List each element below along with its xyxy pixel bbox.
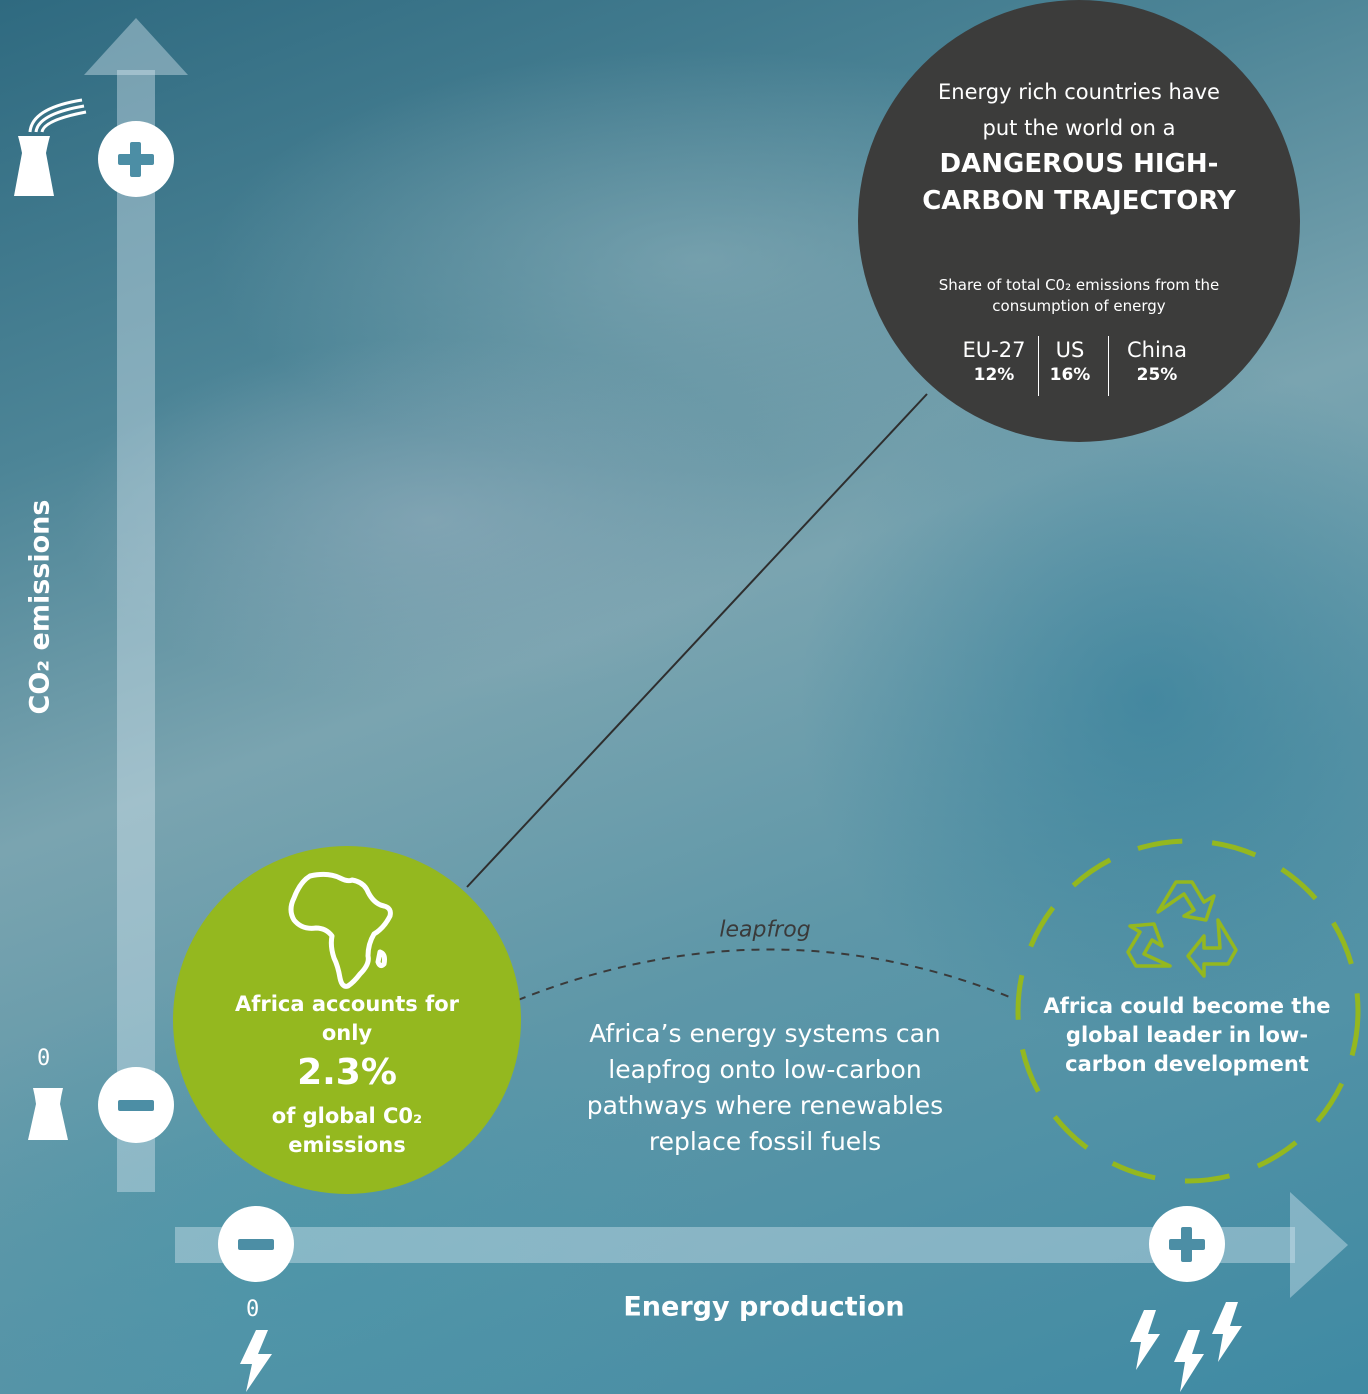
y-minus-sign <box>98 1067 174 1143</box>
y-zero-label: 0 <box>37 1046 51 1071</box>
y-axis <box>117 70 155 1192</box>
high-carbon-headline: DANGEROUS HIGH-CARBON TRAJECTORY <box>922 149 1236 216</box>
leapfrog-label: leapfrog <box>719 917 811 943</box>
leader-dashed-circle <box>1015 838 1361 1184</box>
x-axis <box>175 1227 1295 1263</box>
trajectory-line <box>466 393 928 888</box>
stat-region: EU-27 <box>962 338 1026 362</box>
stat-region: China <box>1127 338 1187 362</box>
stat-eu27: EU-27 12% <box>954 336 1034 386</box>
africa-circle: Africa accounts for only 2.3% of global … <box>173 846 521 1194</box>
stat-us: US 16% <box>1044 336 1096 386</box>
lightning-icon <box>240 1330 272 1392</box>
multiple-lightning-icon <box>1130 1302 1242 1392</box>
x-axis-arrowhead <box>1290 1192 1348 1298</box>
x-plus-sign <box>1149 1206 1225 1282</box>
high-carbon-intro: Energy rich countries have put the world… <box>938 80 1220 140</box>
leapfrog-arc <box>517 948 1013 1001</box>
y-plus-sign <box>98 121 174 197</box>
y-axis-label: CO₂ emissions <box>24 499 56 715</box>
recycle-icon <box>1126 880 1238 978</box>
power-plant-icon <box>28 1088 68 1140</box>
africa-stat-intro: Africa accounts for only <box>234 992 460 1045</box>
x-axis-label: Energy production <box>623 1291 905 1323</box>
leapfrog-description: Africa’s energy systems can leapfrog ont… <box>586 1019 944 1156</box>
stat-region: US <box>1055 338 1085 362</box>
africa-map-icon <box>288 871 393 989</box>
stat-divider <box>1038 336 1039 396</box>
stat-value: 16% <box>1049 365 1091 385</box>
stat-value: 25% <box>1136 365 1178 385</box>
africa-stat-value: 2.3% <box>297 1052 397 1093</box>
smoking-power-plant-icon <box>14 98 87 196</box>
y-axis-arrowhead <box>84 18 188 75</box>
africa-stat-suffix: of global C0₂ emissions <box>271 1104 423 1157</box>
emissions-share-caption: Share of total C0₂ emissions from the co… <box>938 276 1220 315</box>
x-zero-label: 0 <box>246 1297 260 1322</box>
high-carbon-circle: Energy rich countries have put the world… <box>858 0 1300 442</box>
low-carbon-leader-text: Africa could become the global leader in… <box>1043 994 1331 1076</box>
stat-divider <box>1108 336 1109 396</box>
stat-china: China 25% <box>1116 336 1198 386</box>
stat-value: 12% <box>973 365 1015 385</box>
x-minus-sign <box>218 1206 294 1282</box>
